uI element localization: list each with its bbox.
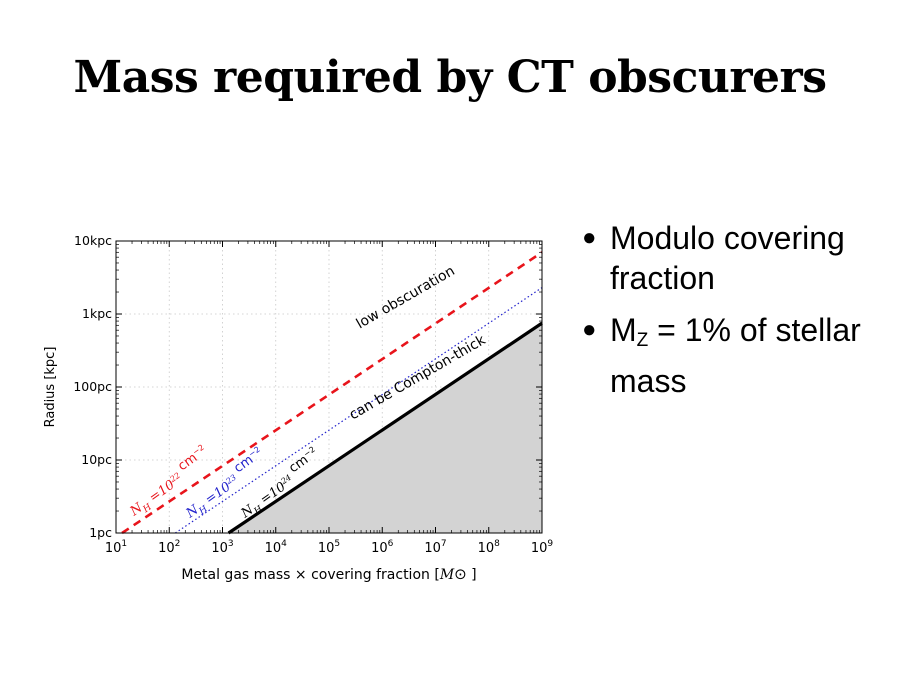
series-label-nh-22: NH =1022 cm−2 <box>121 443 217 523</box>
bullet-dot-icon: ● <box>582 316 597 343</box>
bullet-text: Modulo covering fraction <box>610 220 845 296</box>
x-tick-label: 107 <box>424 539 446 556</box>
bullet-item: ● Modulo covering fraction <box>582 218 882 298</box>
x-tick-label: 108 <box>478 539 501 556</box>
series-line-nh-23 <box>174 287 543 534</box>
y-tick-label: 10pc <box>81 452 112 467</box>
x-tick-label: 105 <box>318 539 340 556</box>
x-tick-label: 104 <box>265 539 288 556</box>
x-tick-label: 101 <box>105 539 127 556</box>
bullet-dot-icon: ● <box>582 224 597 251</box>
x-tick-label: 103 <box>211 539 233 556</box>
y-tick-label: 100pc <box>73 379 112 394</box>
x-tick-label: 109 <box>531 539 554 556</box>
slide-title: Mass required by CT obscurers <box>73 52 827 103</box>
series-line-nh-24 <box>227 321 543 535</box>
bullet-text: MZ = 1% of stellar mass <box>610 312 861 399</box>
x-axis-label: Metal gas mass × covering fraction [M⊙ ] <box>181 565 476 583</box>
x-tick-label: 106 <box>371 539 394 556</box>
bullet-item: ● MZ = 1% of stellar mass <box>582 310 882 401</box>
y-tick-label: 10kpc <box>74 233 112 248</box>
series-line-nh-22 <box>121 251 543 535</box>
y-tick-label: 1pc <box>89 525 112 540</box>
bullet-list: ● Modulo covering fraction ● MZ = 1% of st… <box>582 218 882 413</box>
y-axis-label: Radius [kpc] <box>43 347 58 428</box>
x-tick-label: 102 <box>158 539 180 556</box>
y-tick-label: 1kpc <box>82 306 112 321</box>
annotation-low-obscuration: low obscuration <box>354 263 458 332</box>
